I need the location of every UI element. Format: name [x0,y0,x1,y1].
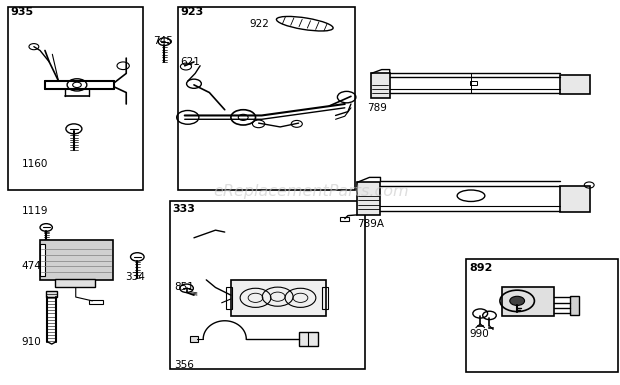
Bar [226,288,232,308]
Circle shape [510,296,525,305]
Text: 356: 356 [174,360,194,370]
Text: 910: 910 [22,337,42,347]
Bar [231,280,326,316]
Text: 922: 922 [249,19,269,29]
Bar [46,291,57,297]
Text: 333: 333 [172,204,195,214]
Text: 745: 745 [153,36,173,46]
Text: 621: 621 [180,57,200,67]
Text: 1160: 1160 [22,159,48,169]
Bar [178,7,355,190]
Text: 892: 892 [470,263,493,273]
Text: 789: 789 [368,103,388,113]
Bar [560,186,590,212]
Bar [89,300,103,304]
Bar [470,81,477,85]
Text: 789A: 789A [357,219,384,229]
Bar [8,7,143,190]
Text: 923: 923 [180,7,203,17]
Bar [466,259,618,372]
Bar [322,288,328,308]
Bar [357,182,381,215]
Bar [502,288,554,316]
Text: 474: 474 [22,261,42,271]
Text: 1119: 1119 [22,206,48,216]
Text: 851: 851 [174,283,194,293]
Bar [560,75,590,94]
Bar [371,74,390,98]
Bar [40,240,113,280]
Text: 334: 334 [125,272,145,282]
Bar [40,244,45,276]
Bar [299,332,318,346]
Text: 935: 935 [11,7,33,17]
Bar [190,336,198,342]
Bar [340,217,349,221]
Bar [55,279,95,288]
Bar [570,296,578,315]
Bar [170,201,365,368]
Text: 990: 990 [470,329,490,339]
Text: eReplacementParts.com: eReplacementParts.com [213,184,409,199]
